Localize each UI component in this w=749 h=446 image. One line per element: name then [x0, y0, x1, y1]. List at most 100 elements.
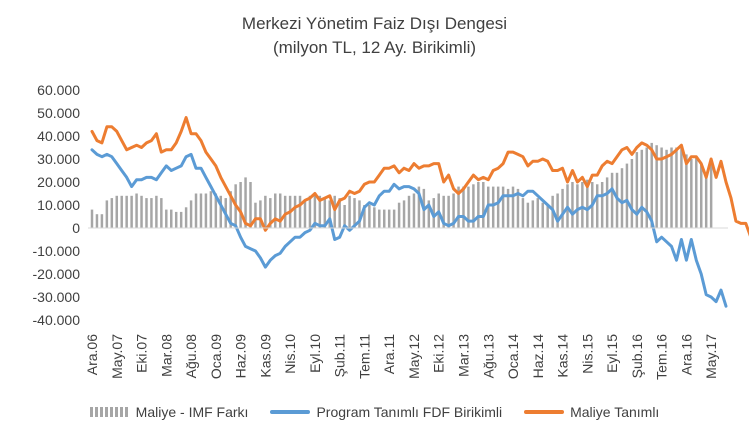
bar-maliye-imf-farki: [274, 193, 277, 228]
bar-maliye-imf-farki: [95, 214, 99, 228]
bar-maliye-imf-farki: [615, 172, 619, 228]
legend-item-maliye: Maliye Tanımlı: [524, 404, 659, 420]
bar-maliye-imf-farki: [501, 186, 505, 228]
bar-maliye-imf-farki: [145, 198, 148, 228]
bar-maliye-imf-farki: [655, 145, 658, 228]
bar-maliye-imf-farki: [135, 193, 138, 228]
bar-maliye-imf-farki: [675, 147, 678, 228]
x-tick-label: May.07: [109, 334, 125, 379]
bar-maliye-imf-farki: [115, 195, 119, 228]
bar-maliye-imf-farki: [174, 211, 178, 228]
bar-maliye-imf-farki: [382, 209, 386, 228]
bar-maliye-imf-farki: [407, 195, 411, 228]
x-tick-label: Eyl.15: [604, 334, 620, 373]
bar-maliye-imf-farki: [353, 198, 356, 228]
y-tick-label: 60.000: [37, 82, 80, 98]
x-tick-label: Ağu.13: [480, 334, 496, 379]
bar-maliye-imf-farki: [155, 195, 158, 228]
legend-swatch-maliye: [524, 410, 565, 414]
line-series-group: [90, 116, 749, 308]
x-tick-label: Tem.11: [356, 334, 372, 379]
x-tick-label: Haz.14: [530, 334, 546, 379]
bar-maliye-imf-farki: [571, 182, 574, 228]
bar-maliye-imf-farki: [209, 191, 213, 228]
bar-maliye-imf-farki: [140, 195, 143, 228]
bar-maliye-imf-farki: [541, 202, 544, 228]
y-tick-label: -10.000: [33, 243, 81, 259]
bar-maliye-imf-farki: [358, 200, 361, 228]
bar-maliye-imf-farki: [660, 147, 663, 228]
bar-maliye-imf-farki: [521, 198, 525, 228]
x-tick-label: May.12: [406, 334, 422, 379]
bar-maliye-imf-farki: [546, 205, 549, 228]
y-tick-label: 10.000: [37, 197, 80, 213]
bar-maliye-imf-farki: [229, 191, 232, 228]
bar-maliye-imf-farki: [338, 198, 341, 228]
y-tick-label: -20.000: [33, 266, 81, 282]
bar-maliye-imf-farki: [556, 193, 559, 228]
bar-maliye-imf-farki: [412, 193, 416, 228]
bar-maliye-imf-farki: [269, 198, 272, 228]
bar-maliye-imf-farki: [625, 163, 629, 228]
bar-maliye-imf-farki: [259, 200, 262, 228]
x-tick-label: Nis.10: [282, 334, 298, 374]
bar-maliye-imf-farki: [511, 186, 515, 228]
bar-maliye-imf-farki: [179, 211, 183, 228]
x-tick-label: Şub.16: [629, 334, 645, 379]
bar-maliye-imf-farki: [581, 182, 584, 228]
bar-maliye-imf-farki: [462, 186, 465, 228]
bar-maliye-imf-farki: [239, 182, 242, 228]
y-tick-label: 40.000: [37, 128, 80, 144]
bar-maliye-imf-farki: [343, 205, 346, 228]
bar-maliye-imf-farki: [165, 209, 168, 228]
bar-maliye-imf-farki: [303, 200, 307, 228]
legend-item-bar: Maliye - IMF Farkı: [89, 404, 248, 420]
legend-swatch-program: [270, 410, 311, 414]
x-tick-label: Eki.12: [431, 334, 447, 373]
bar-maliye-imf-farki: [160, 198, 163, 228]
bar-maliye-imf-farki: [323, 198, 327, 228]
bar-maliye-imf-farki: [194, 193, 198, 228]
bar-maliye-imf-farki: [605, 177, 609, 228]
bar-maliye-imf-farki: [427, 200, 431, 228]
bar-maliye-imf-farki: [695, 156, 698, 228]
bar-maliye-imf-farki: [125, 195, 128, 228]
bar-maliye-imf-farki: [397, 202, 401, 228]
bar-maliye-imf-farki: [709, 163, 713, 228]
bar-maliye-imf-farki: [313, 193, 317, 228]
chart-subtitle: (milyon TL, 12 Ay. Birikimli): [272, 38, 477, 57]
bar-maliye-imf-farki: [392, 209, 396, 228]
bar-maliye-imf-farki: [90, 209, 94, 228]
bar-maliye-imf-farki: [105, 200, 109, 228]
bar-maliye-imf-farki: [531, 200, 535, 228]
x-tick-label: Mar.13: [455, 334, 471, 377]
legend-swatch-bar: [89, 407, 130, 417]
x-tick-label: Oca.09: [208, 334, 224, 379]
bar-maliye-imf-farki: [491, 186, 495, 228]
bar-maliye-imf-farki: [576, 184, 579, 228]
legend: Maliye - IMF Farkı Program Tanımlı FDF B…: [0, 404, 749, 420]
bar-maliye-imf-farki: [650, 142, 653, 228]
bar-maliye-imf-farki: [110, 198, 114, 228]
bar-maliye-imf-farki: [704, 172, 708, 228]
bar-maliye-imf-farki: [219, 195, 223, 228]
bar-maliye-imf-farki: [214, 193, 218, 228]
bar-maliye-imf-farki: [100, 214, 104, 228]
bar-maliye-imf-farki: [670, 147, 673, 228]
x-tick-label: May.17: [703, 334, 719, 379]
bar-maliye-imf-farki: [368, 205, 371, 228]
y-tick-label: 20.000: [37, 174, 80, 190]
bar-maliye-imf-farki: [387, 209, 391, 228]
bar-maliye-imf-farki: [244, 177, 247, 228]
x-tick-label: Tem.16: [654, 334, 670, 380]
bar-maliye-imf-farki: [680, 145, 683, 228]
bar-maliye-imf-farki: [561, 188, 564, 228]
bar-maliye-imf-farki: [635, 152, 639, 228]
x-tick-label: Mar.08: [158, 334, 174, 377]
line-program-tanimli: [90, 148, 728, 308]
bar-maliye-imf-farki: [189, 200, 193, 228]
y-tick-label: 0: [72, 220, 80, 236]
bar-maliye-imf-farki: [452, 193, 455, 228]
bar-maliye-imf-farki: [447, 195, 450, 228]
